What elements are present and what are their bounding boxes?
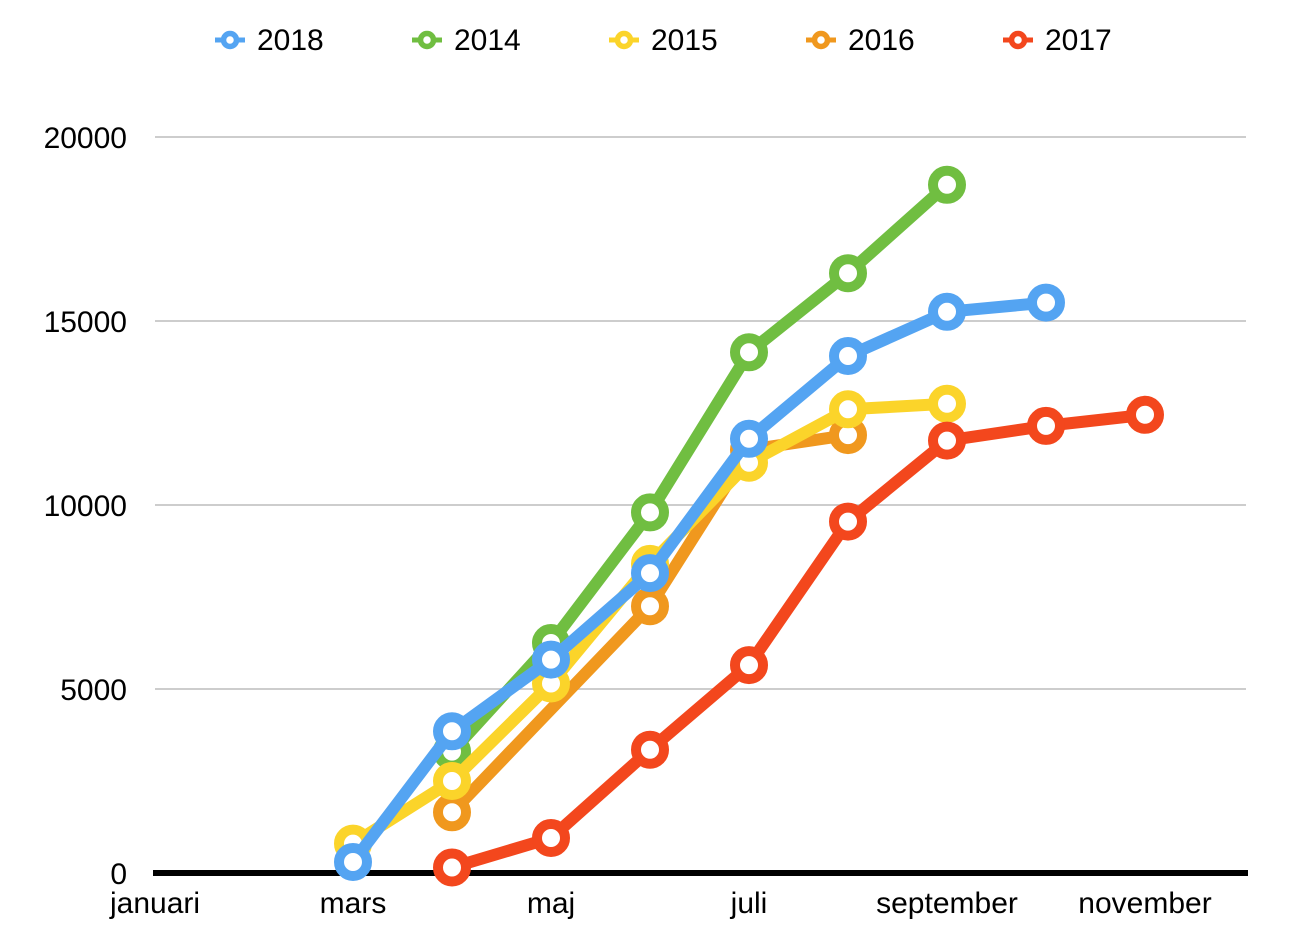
data-point-2018 [334, 843, 372, 881]
data-point-2016 [631, 587, 669, 626]
y-tick-label: 10000 [44, 490, 127, 523]
data-point-2018 [730, 419, 768, 458]
data-point-2015 [433, 762, 471, 800]
x-tick-label: januari [109, 887, 200, 920]
series-line-2014 [446, 178, 953, 758]
x-tick-label: november [1078, 887, 1211, 920]
x-tick-label: maj [527, 887, 575, 920]
data-point-2018 [532, 640, 570, 679]
legend-item-2015[interactable]: 2015 [609, 24, 718, 57]
data-point-2017 [829, 502, 867, 541]
x-tick-label: juli [730, 887, 768, 920]
y-tick-label: 15000 [44, 306, 127, 339]
data-point-2018 [829, 337, 867, 375]
data-point-2017 [1027, 406, 1065, 445]
legend-label: 2017 [1045, 24, 1112, 57]
legend-label: 2014 [454, 24, 521, 57]
legend-marker-ring [1008, 30, 1028, 50]
x-tick-label: mars [320, 887, 387, 920]
legend-item-2017[interactable]: 2017 [1003, 24, 1112, 57]
data-point-2017 [532, 819, 570, 857]
data-point-2014 [631, 493, 669, 532]
y-tick-label: 20000 [44, 122, 127, 155]
data-point-2014 [730, 333, 768, 372]
data-point-2017 [433, 848, 471, 887]
data-point-2018 [928, 292, 966, 331]
data-point-2018 [433, 712, 471, 751]
data-point-2016 [433, 793, 471, 832]
data-point-2017 [928, 421, 966, 460]
data-point-2018 [631, 554, 669, 593]
data-point-2017 [730, 646, 768, 685]
y-tick-label: 0 [110, 858, 127, 891]
y-tick-label: 5000 [60, 674, 127, 707]
legend-marker-ring [614, 30, 634, 50]
legend-item-2018[interactable]: 2018 [215, 24, 324, 57]
data-point-2014 [829, 254, 867, 293]
legend-marker-ring [811, 30, 831, 50]
data-point-2017 [631, 730, 669, 769]
legend-label: 2016 [848, 24, 915, 57]
data-point-2015 [928, 384, 966, 423]
data-point-2017 [1126, 395, 1164, 434]
data-point-2014 [928, 165, 966, 204]
data-point-2015 [829, 390, 867, 429]
legend-label: 2018 [257, 24, 324, 57]
legend-label: 2015 [651, 24, 718, 57]
legend-marker-ring [417, 30, 437, 50]
x-tick-label: september [876, 887, 1018, 920]
legend-marker-ring [220, 30, 240, 50]
legend-item-2014[interactable]: 2014 [412, 24, 521, 57]
legend-item-2016[interactable]: 2016 [806, 24, 915, 57]
data-point-2018 [1027, 283, 1065, 322]
